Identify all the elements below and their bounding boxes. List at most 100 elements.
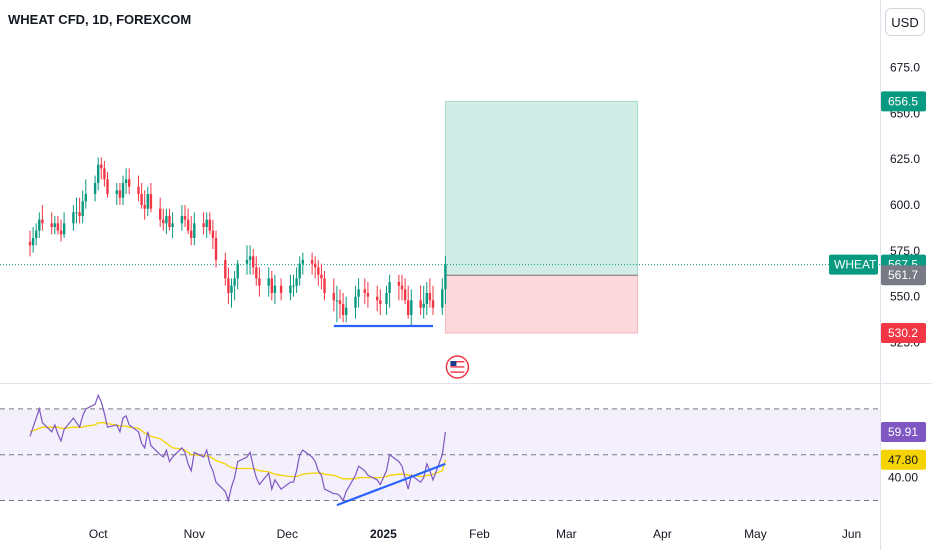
candle-body <box>252 256 255 268</box>
candle-body <box>165 216 168 224</box>
candle-body <box>159 208 162 220</box>
candle-body <box>444 264 447 290</box>
candle-body <box>171 223 174 227</box>
candle-body <box>72 212 75 224</box>
candle-body <box>317 267 320 275</box>
candle-body <box>168 216 171 227</box>
candle-body <box>428 293 432 301</box>
candle-body <box>97 164 100 183</box>
candle-body <box>193 223 196 238</box>
candle-body <box>379 300 382 304</box>
us-flag-stripe <box>450 363 465 365</box>
symbol-label-bg <box>829 254 878 275</box>
candle-body <box>233 278 236 286</box>
price-axis-divider <box>880 0 881 550</box>
candle-body <box>190 230 193 238</box>
rsi-ma-value-bg <box>881 449 926 470</box>
candle-body <box>78 212 81 216</box>
candle-body <box>258 278 261 286</box>
candle-body <box>162 219 165 224</box>
candle-body <box>183 216 187 220</box>
candle-body <box>289 285 292 293</box>
candle-body <box>106 179 109 194</box>
price-tick-label: 675.0 <box>890 61 920 75</box>
x-tick-label: Dec <box>277 527 298 541</box>
candle-body <box>388 282 391 293</box>
symbol-label: WHEAT <box>834 258 877 272</box>
candle-body <box>230 285 233 293</box>
x-tick-label: Nov <box>184 527 205 541</box>
candle-body <box>137 186 140 194</box>
candle-body <box>363 289 366 293</box>
candle-body <box>301 260 304 264</box>
candle-body <box>345 307 348 315</box>
candle-body <box>214 238 218 260</box>
x-tick-label: 2025 <box>370 527 397 541</box>
candle-body <box>273 285 277 293</box>
candle-body <box>53 223 56 227</box>
candle-body <box>419 300 422 308</box>
us-flag-icon <box>445 355 470 379</box>
candle-body <box>298 263 301 279</box>
target-price-label: 656.5 <box>888 94 918 108</box>
currency-button[interactable]: USD <box>885 8 925 36</box>
us-flag-stripe <box>450 366 465 368</box>
candle-body <box>143 205 146 209</box>
candle-body <box>397 282 401 286</box>
candle-body <box>236 263 239 279</box>
candle-body <box>267 278 270 286</box>
candle-body <box>366 293 370 297</box>
x-tick-label: May <box>744 527 767 541</box>
price-tick-label: 550.0 <box>890 290 920 304</box>
candle-body <box>149 194 153 209</box>
us-flag-canton <box>450 361 457 366</box>
stop-price-label-bg <box>881 322 926 343</box>
candle-body <box>255 267 258 279</box>
x-tick-label: Jun <box>842 527 861 541</box>
price-tick-label: 575.0 <box>890 244 920 258</box>
candle-body <box>84 194 87 202</box>
candle-body <box>245 260 249 264</box>
candle-body <box>335 300 339 302</box>
divergence-line <box>336 462 446 507</box>
candle-body <box>121 183 125 198</box>
candle-body <box>140 194 143 205</box>
candle-body <box>124 179 128 183</box>
entry-price-label: 561.7 <box>888 268 918 282</box>
price-tick-label: 625.0 <box>890 152 920 166</box>
candle-body <box>81 201 84 216</box>
candle-body <box>425 293 428 304</box>
candle-body <box>410 300 413 315</box>
candle-body <box>146 194 149 209</box>
candle-body <box>270 278 273 293</box>
candle-body <box>211 230 215 238</box>
candle-body <box>100 164 103 169</box>
candle-body <box>310 260 314 264</box>
candle-body <box>279 285 283 293</box>
price-tick-label: 600.0 <box>890 198 920 212</box>
candle-body <box>115 190 118 194</box>
candle-body <box>75 212 78 214</box>
candle-body <box>59 230 63 235</box>
stop-price-label: 530.2 <box>888 326 918 340</box>
x-tick-label: Apr <box>653 527 672 541</box>
candle-body <box>341 304 345 315</box>
us-flag-stripe <box>450 371 465 373</box>
candle-body <box>28 241 32 246</box>
candle-body <box>292 285 295 287</box>
x-tick-label: Feb <box>469 527 490 541</box>
candle-body <box>314 263 317 268</box>
pane-divider[interactable] <box>0 383 932 384</box>
candle-body <box>38 219 41 231</box>
candle-body <box>224 260 227 279</box>
candle-body <box>227 278 230 293</box>
candle-body <box>62 223 66 235</box>
candle-body <box>248 256 252 260</box>
rsi-value-label: 59.91 <box>888 425 918 439</box>
chart-title: WHEAT CFD, 1D, FOREXCOM <box>8 12 192 27</box>
candle-body <box>400 285 404 290</box>
candle-body <box>50 223 53 227</box>
candle-body <box>376 296 379 301</box>
